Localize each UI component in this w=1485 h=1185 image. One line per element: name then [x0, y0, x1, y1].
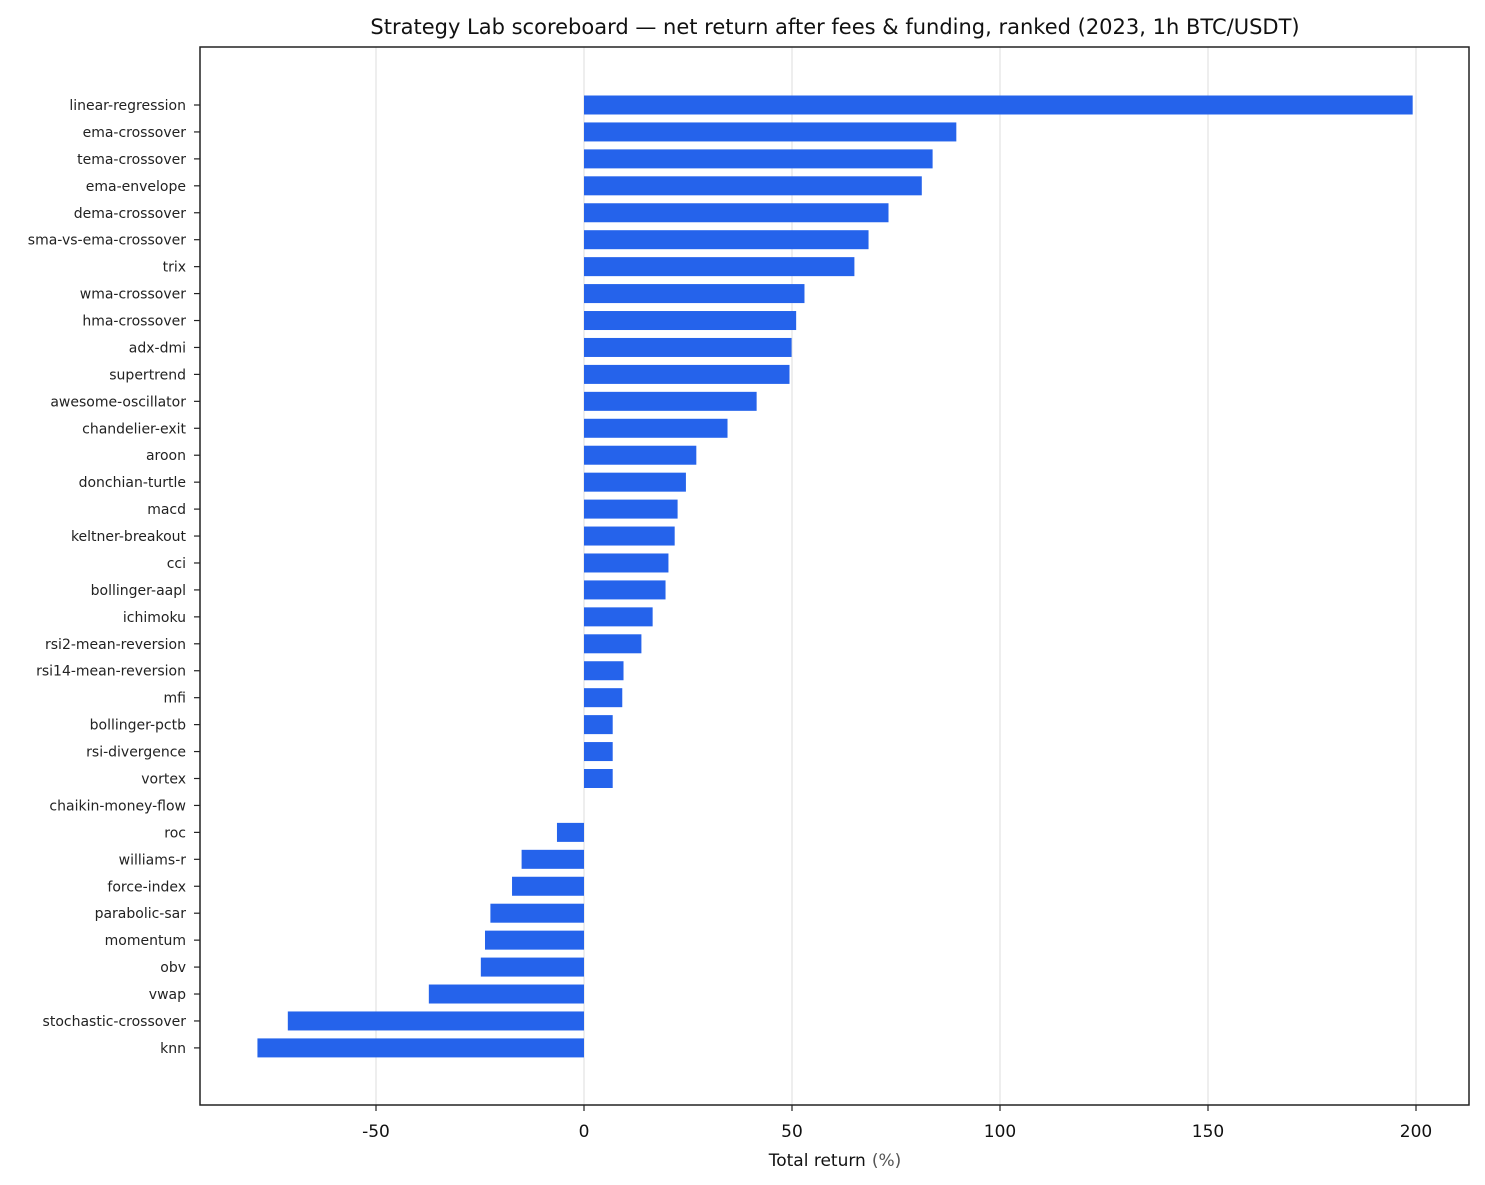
bar-vortex [584, 769, 613, 788]
grid-lines [375, 47, 1417, 1105]
bar-rsi-divergence [584, 742, 613, 762]
bar-williams-r [521, 849, 584, 869]
plot-frame [199, 46, 1470, 1106]
y-tick-label-rsi-divergence: rsi-divergence [86, 745, 186, 761]
bar-aroon [584, 445, 697, 465]
y-tick-label-stochastic-crossover: stochastic-crossover [43, 1014, 187, 1030]
bar-mfi [584, 688, 623, 708]
y-tick-label-vortex: vortex [141, 772, 186, 788]
bar-linear-regression [584, 95, 1413, 115]
bar-rsi14-mean-reversion [584, 661, 624, 681]
bar-sma-vs-ema-crossover [584, 230, 869, 250]
y-axis-ticks: linear-regression ema-crossover tema-cross… [28, 98, 200, 1057]
bar-tema-crossover [584, 149, 933, 169]
bar-awesome-oscillator [584, 391, 757, 411]
bar-keltner-breakout [584, 526, 675, 546]
bar-obv [480, 957, 584, 977]
bar-adx-dmi [584, 337, 792, 357]
bars [257, 95, 1413, 1058]
bar-hma-crossover [584, 311, 797, 331]
y-tick-label-wma-crossover: wma-crossover [80, 287, 186, 303]
x-tick-label: 100 [984, 1122, 1016, 1142]
x-axis-label: Total return (%) [768, 1151, 902, 1171]
y-tick-label-rsi2-mean-reversion: rsi2-mean-reversion [45, 637, 186, 653]
bar-stochastic-crossover [287, 1011, 584, 1031]
chart-title: Strategy Lab scoreboard — net return aft… [370, 15, 1299, 39]
bar-roc [556, 822, 584, 842]
bar-ema-crossover [584, 122, 957, 142]
y-tick-label-adx-dmi: adx-dmi [129, 340, 186, 356]
y-tick-label-tema-crossover: tema-crossover [77, 152, 186, 168]
y-tick-label-dema-crossover: dema-crossover [74, 206, 187, 222]
y-tick-label-bollinger-pctb: bollinger-pctb [90, 718, 186, 734]
y-tick-label-supertrend: supertrend [109, 367, 186, 383]
y-tick-label-bollinger-aapl: bollinger-aapl [91, 583, 186, 599]
y-tick-label-roc: roc [164, 825, 186, 841]
y-tick-label-knn: knn [160, 1041, 186, 1057]
bar-chandelier-exit [584, 418, 728, 438]
x-tick-label: -50 [362, 1122, 390, 1142]
y-tick-label-donchian-turtle: donchian-turtle [79, 475, 186, 491]
bar-bollinger-aapl [584, 580, 666, 600]
bar-macd [584, 499, 678, 519]
bar-force-index [512, 876, 584, 896]
x-tick-label: 0 [579, 1122, 590, 1142]
y-tick-label-trix: trix [163, 260, 186, 276]
y-tick-label-keltner-breakout: keltner-breakout [71, 529, 187, 545]
y-tick-label-hma-crossover: hma-crossover [82, 314, 186, 330]
y-tick-label-vwap: vwap [149, 987, 186, 1003]
bar-bollinger-pctb [584, 715, 613, 735]
y-tick-label-ichimoku: ichimoku [123, 610, 186, 626]
x-tick-label: 150 [1192, 1122, 1224, 1142]
x-axis-ticks: -50 0 50 100 150 200 [362, 1105, 1432, 1142]
bar-donchian-turtle [584, 472, 686, 492]
y-tick-label-chandelier-exit: chandelier-exit [82, 421, 186, 437]
x-axis-unit: (%) [872, 1151, 901, 1171]
x-tick-label: 200 [1400, 1122, 1432, 1142]
y-tick-label-parabolic-sar: parabolic-sar [95, 906, 187, 922]
y-tick-label-cci: cci [167, 556, 186, 572]
bar-cci [584, 553, 669, 573]
y-tick-label-ema-crossover: ema-crossover [83, 125, 187, 141]
bar-ema-envelope [584, 176, 922, 196]
y-tick-label-williams-r: williams-r [119, 852, 187, 868]
y-tick-label-linear-regression: linear-regression [69, 98, 186, 114]
y-tick-label-mfi: mfi [164, 691, 186, 707]
bar-rsi2-mean-reversion [584, 634, 642, 654]
bar-vwap [428, 984, 584, 1004]
bar-knn [257, 1038, 584, 1058]
y-tick-label-rsi14-mean-reversion: rsi14-mean-reversion [36, 664, 186, 680]
bar-supertrend [584, 364, 790, 384]
y-tick-label-obv: obv [160, 960, 186, 976]
bar-dema-crossover [584, 203, 889, 223]
y-tick-label-force-index: force-index [107, 879, 186, 895]
y-tick-label-ema-envelope: ema-envelope [86, 179, 186, 195]
bar-wma-crossover [584, 284, 805, 304]
bar-parabolic-sar [490, 903, 584, 923]
bar-ichimoku [584, 607, 653, 627]
y-tick-label-momentum: momentum [105, 933, 186, 949]
y-tick-label-sma-vs-ema-crossover: sma-vs-ema-crossover [28, 233, 186, 249]
y-tick-label-chaikin-money-flow: chaikin-money-flow [49, 798, 186, 814]
y-tick-label-macd: macd [147, 502, 186, 518]
x-tick-label: 50 [781, 1122, 803, 1142]
y-tick-label-aroon: aroon [146, 448, 186, 464]
x-axis-label-text: Total return [768, 1151, 866, 1171]
y-tick-label-awesome-oscillator: awesome-oscillator [50, 394, 186, 410]
bar-trix [584, 257, 855, 277]
bar-momentum [484, 930, 584, 950]
